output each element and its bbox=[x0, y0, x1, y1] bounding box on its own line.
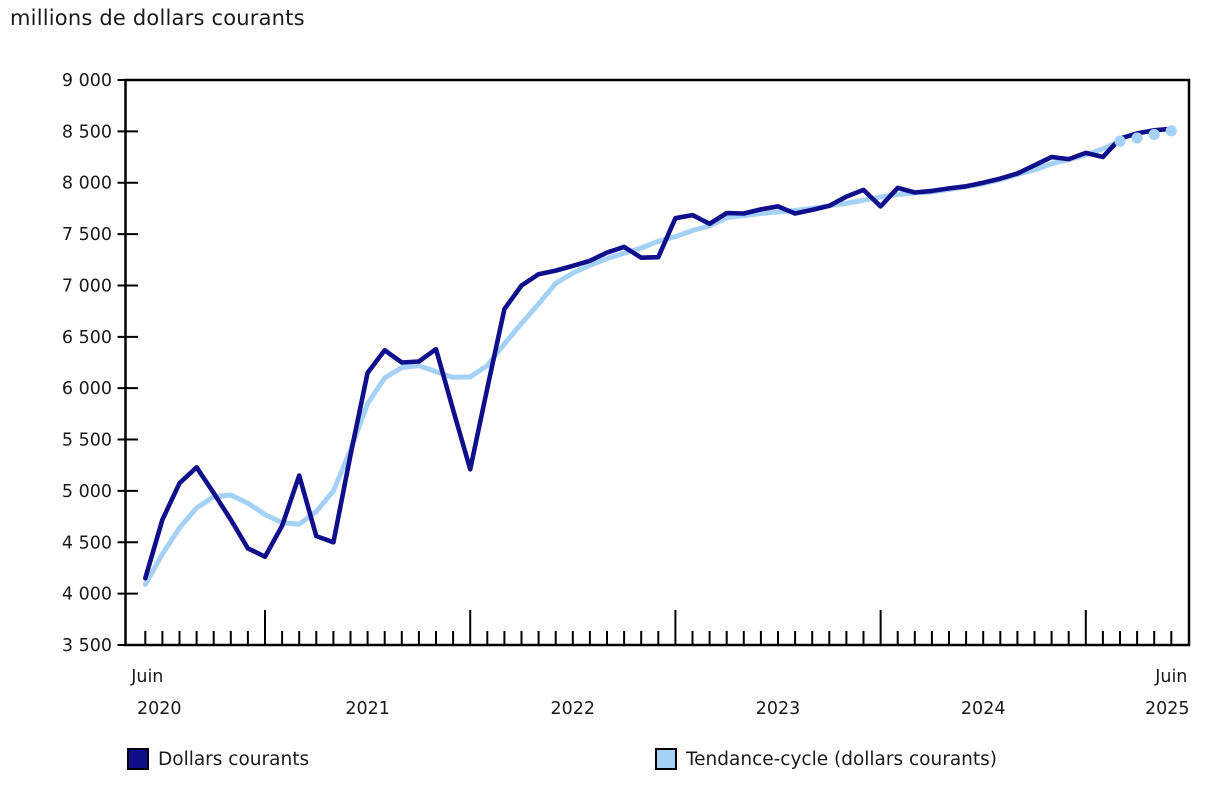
trend-cycle-end-dot bbox=[1114, 135, 1126, 147]
y-axis-tick-label: 3 500 bbox=[62, 636, 112, 656]
x-axis-first-year-label: 2020 bbox=[137, 699, 182, 719]
y-axis-tick-label: 5 000 bbox=[62, 482, 112, 502]
y-axis-tick-label: 4 000 bbox=[62, 585, 112, 605]
y-axis-tick-label: 9 000 bbox=[62, 71, 112, 91]
x-axis-year-label: 2022 bbox=[551, 699, 596, 719]
legend-item-tendance-cycle: Tendance-cycle (dollars courants) bbox=[655, 748, 997, 770]
x-axis-year-label: 2021 bbox=[345, 699, 390, 719]
trend-cycle-end-dot bbox=[1165, 125, 1177, 137]
x-axis-year-label: 2024 bbox=[961, 699, 1006, 719]
y-axis-tick-label: 7 000 bbox=[62, 276, 112, 296]
legend-swatch-dollars-courants bbox=[127, 748, 149, 770]
legend-label-dollars-courants: Dollars courants bbox=[158, 748, 310, 770]
series-line-dollars-courants bbox=[143, 126, 1174, 581]
series-line-tendance-cycle bbox=[142, 138, 1123, 587]
y-axis-tick-label: 8 500 bbox=[62, 122, 112, 142]
trend-cycle-end-dot bbox=[1148, 128, 1160, 141]
y-axis-tick-label: 6 000 bbox=[62, 379, 112, 399]
y-axis-tick-label: 5 500 bbox=[62, 431, 112, 451]
trend-cycle-end-dot bbox=[1131, 132, 1143, 144]
x-axis-year-label: 2023 bbox=[756, 699, 801, 719]
y-axis-tick-label: 7 500 bbox=[62, 225, 112, 245]
x-axis-last-month-label: Juin bbox=[1154, 667, 1187, 687]
y-axis-tick-label: 6 500 bbox=[62, 328, 112, 348]
legend-swatch-tendance-cycle bbox=[655, 748, 677, 770]
y-axis-tick-label: 4 500 bbox=[62, 533, 112, 553]
y-axis-tick-label: 8 000 bbox=[62, 174, 112, 194]
legend: Dollars courants Tendance-cycle (dollars… bbox=[0, 744, 1218, 784]
legend-item-dollars-courants: Dollars courants bbox=[127, 748, 309, 770]
plot-area: 9 000 8 500 8 000 7 500 7 000 6 500 6 000 5 500… bbox=[62, 71, 1191, 719]
legend-label-tendance-cycle: Tendance-cycle (dollars courants) bbox=[686, 748, 998, 770]
x-axis-first-month-label: Juin bbox=[130, 667, 163, 687]
plot-frame bbox=[124, 78, 1191, 647]
chart-title: millions de dollars courants bbox=[10, 6, 305, 30]
x-axis-last-year-label: 2025 bbox=[1145, 699, 1190, 719]
